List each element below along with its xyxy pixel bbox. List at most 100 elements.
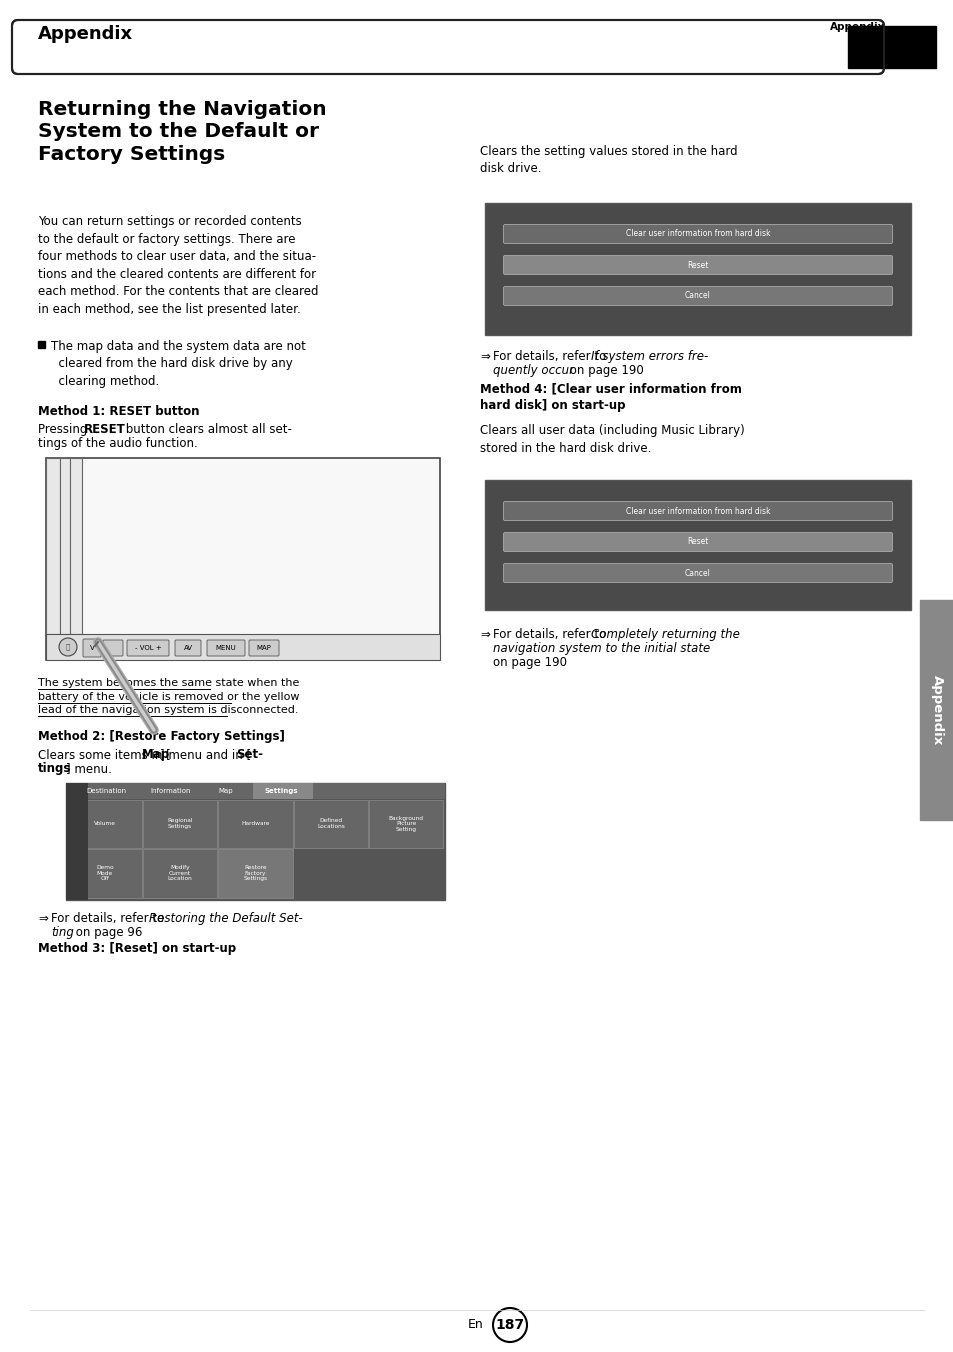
Text: Clears all user data (including Music Library)
stored in the hard disk drive.: Clears all user data (including Music Li… — [479, 425, 744, 454]
Text: Hardware: Hardware — [241, 821, 270, 826]
Text: on page 190: on page 190 — [493, 656, 566, 669]
Text: Defined
Locations: Defined Locations — [316, 818, 344, 829]
Bar — [46, 458, 439, 660]
Text: For details, refer to: For details, refer to — [493, 350, 609, 362]
Text: The system becomes the same state when the: The system becomes the same state when t… — [38, 677, 299, 688]
FancyBboxPatch shape — [249, 639, 278, 656]
Text: lead of the navigation system is disconnected.: lead of the navigation system is disconn… — [38, 704, 298, 715]
FancyBboxPatch shape — [174, 639, 201, 656]
Text: For details, refer to: For details, refer to — [493, 627, 609, 641]
Text: Restoring the Default Set-: Restoring the Default Set- — [149, 913, 302, 925]
Text: ⇒: ⇒ — [38, 913, 48, 925]
Text: RESET: RESET — [84, 423, 126, 435]
Circle shape — [59, 638, 77, 656]
FancyBboxPatch shape — [103, 639, 123, 656]
Bar — [60, 458, 70, 634]
Bar — [68, 849, 142, 898]
Text: 187: 187 — [495, 1318, 524, 1332]
FancyBboxPatch shape — [503, 502, 892, 521]
Text: tings of the audio function.: tings of the audio function. — [38, 437, 197, 450]
Text: Method 2: [Restore Factory Settings]: Method 2: [Restore Factory Settings] — [38, 730, 285, 744]
Bar — [46, 634, 439, 660]
Text: The map data and the system data are not
  cleared from the hard disk drive by a: The map data and the system data are not… — [51, 339, 306, 388]
Text: Method 3: [Reset] on start-up: Method 3: [Reset] on start-up — [38, 942, 236, 955]
FancyBboxPatch shape — [503, 564, 892, 583]
Text: Clear user information from hard disk: Clear user information from hard disk — [625, 230, 769, 238]
Text: Cancel: Cancel — [684, 568, 710, 577]
Text: Regional
Settings: Regional Settings — [167, 818, 193, 829]
Bar — [66, 783, 444, 799]
Bar — [143, 849, 217, 898]
Text: Map: Map — [218, 788, 233, 794]
Bar — [847, 26, 935, 68]
FancyBboxPatch shape — [127, 639, 169, 656]
Text: Pressing: Pressing — [38, 423, 91, 435]
Text: on page 96: on page 96 — [71, 926, 142, 940]
Bar — [38, 341, 45, 347]
Bar — [253, 783, 313, 799]
Text: ting: ting — [51, 926, 73, 940]
Text: AV: AV — [183, 645, 193, 652]
Text: Cancel: Cancel — [684, 292, 710, 300]
Text: Information: Information — [151, 788, 191, 794]
Bar — [484, 203, 910, 335]
Text: Appendix: Appendix — [38, 24, 133, 43]
Text: Completely returning the: Completely returning the — [590, 627, 740, 641]
FancyBboxPatch shape — [503, 256, 892, 274]
Bar — [218, 799, 293, 848]
FancyBboxPatch shape — [12, 20, 883, 74]
FancyBboxPatch shape — [83, 639, 101, 657]
Bar — [484, 480, 910, 610]
Text: For details, refer to: For details, refer to — [51, 913, 168, 925]
Text: MENU: MENU — [215, 645, 236, 652]
Text: battery of the vehicle is removed or the yellow: battery of the vehicle is removed or the… — [38, 691, 299, 702]
Bar — [294, 799, 368, 848]
Circle shape — [493, 1307, 526, 1343]
Text: Demo
Mode
Off: Demo Mode Off — [96, 865, 113, 882]
Text: ⇒: ⇒ — [479, 350, 489, 362]
Text: ] menu.: ] menu. — [66, 763, 112, 775]
Text: tings: tings — [38, 763, 71, 775]
Text: Reset: Reset — [686, 538, 708, 546]
Bar — [66, 783, 444, 900]
Text: ] menu and in [: ] menu and in [ — [160, 748, 251, 761]
Text: Method 4: [Clear user information from
hard disk] on start-up: Method 4: [Clear user information from h… — [479, 383, 741, 411]
Text: Method 1: RESET button: Method 1: RESET button — [38, 406, 199, 418]
Bar — [218, 849, 293, 898]
FancyBboxPatch shape — [503, 224, 892, 243]
Bar — [919, 600, 953, 821]
Text: quently occur: quently occur — [493, 364, 574, 377]
Text: Modify
Current
Location: Modify Current Location — [168, 865, 193, 882]
FancyBboxPatch shape — [503, 287, 892, 306]
Text: Volume: Volume — [93, 821, 115, 826]
Text: Clears the setting values stored in the hard
disk drive.: Clears the setting values stored in the … — [479, 145, 737, 176]
Text: Settings: Settings — [264, 788, 297, 794]
Text: Returning the Navigation
System to the Default or
Factory Settings: Returning the Navigation System to the D… — [38, 100, 326, 164]
Bar — [143, 799, 217, 848]
Text: Map: Map — [142, 748, 170, 761]
Text: button clears almost all set-: button clears almost all set- — [122, 423, 292, 435]
Bar — [66, 783, 88, 900]
Text: Appendix: Appendix — [929, 675, 943, 745]
Bar — [369, 799, 443, 848]
Text: Reset: Reset — [686, 261, 708, 269]
Text: Background
Picture
Setting: Background Picture Setting — [389, 815, 423, 831]
Text: on page 190: on page 190 — [565, 364, 643, 377]
Text: Appendix: Appendix — [829, 22, 884, 32]
Bar — [46, 458, 60, 634]
Bar — [68, 799, 142, 848]
FancyBboxPatch shape — [207, 639, 245, 656]
Text: If system errors fre-: If system errors fre- — [590, 350, 707, 362]
Text: You can return settings or recorded contents
to the default or factory settings.: You can return settings or recorded cont… — [38, 215, 318, 315]
Text: V: V — [90, 645, 94, 652]
Text: Set-: Set- — [235, 748, 263, 761]
Text: Clears some items in [: Clears some items in [ — [38, 748, 171, 761]
Text: MAP: MAP — [256, 645, 272, 652]
Text: Clear user information from hard disk: Clear user information from hard disk — [625, 507, 769, 515]
Text: - VOL +: - VOL + — [134, 645, 161, 652]
Text: ⏻: ⏻ — [66, 644, 71, 650]
Text: ⇒: ⇒ — [479, 627, 489, 641]
Text: Restore
Factory
Settings: Restore Factory Settings — [243, 865, 267, 882]
FancyBboxPatch shape — [503, 533, 892, 552]
Text: Destination: Destination — [86, 788, 126, 794]
